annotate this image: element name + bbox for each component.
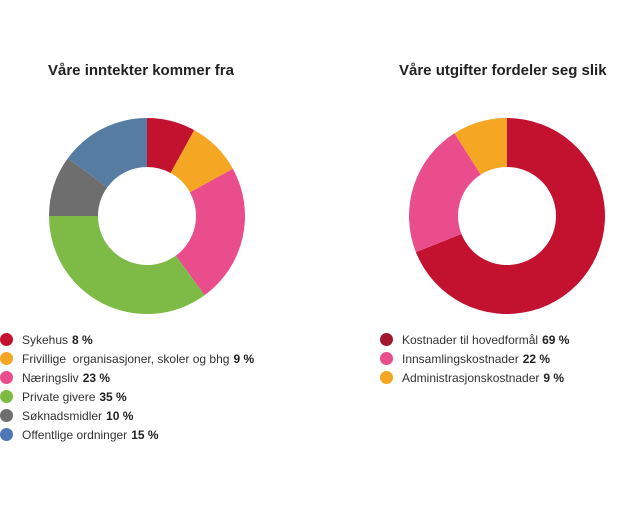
- legend-label: Sykehus: [22, 332, 69, 347]
- legend-label: Innsamlingskostnader: [402, 351, 519, 366]
- legend-swatch: [0, 371, 13, 384]
- legend-label: Søknadsmidler: [22, 408, 103, 423]
- legend-swatch: [380, 333, 393, 346]
- donut-slice-0-2: [175, 168, 245, 296]
- legend-value: 8 %: [72, 332, 93, 347]
- legend-value: 23 %: [82, 370, 111, 385]
- legend-value: 22 %: [522, 351, 551, 366]
- legend-item: Private givere 35 %: [0, 387, 254, 406]
- income-legend: Sykehus 8 % Frivillige organisasjoner, sko…: [0, 330, 254, 444]
- donut-slice-0-3: [49, 216, 205, 314]
- donut-slice-1-1: [409, 133, 481, 253]
- donut-slice-0-5: [67, 118, 147, 188]
- legend-value: 35 %: [99, 389, 127, 404]
- legend-item: Offentlige ordninger 15 %: [0, 425, 254, 444]
- legend-label: Kostnader til hovedformål: [402, 332, 539, 347]
- legend-item: Frivillige organisasjoner, skoler og bhg…: [0, 349, 254, 368]
- legend-item: Næringsliv 23 %: [0, 368, 254, 387]
- legend-swatch: [0, 390, 13, 403]
- legend-value: 10 %: [106, 408, 134, 423]
- legend-item: Søknadsmidler 10 %: [0, 406, 254, 425]
- legend-swatch: [0, 428, 13, 441]
- legend-swatch: [380, 352, 393, 365]
- legend-item: Administrasjonskostnader 9 %: [380, 368, 569, 387]
- donut-slice-1-2: [454, 118, 507, 175]
- legend-item: Innsamlingskostnader 22 %: [380, 349, 569, 368]
- legend-label: Frivillige organisasjoner, skoler og bhg: [22, 351, 230, 366]
- legend-item: Kostnader til hovedformål 69 %: [380, 330, 569, 349]
- legend-swatch: [0, 352, 13, 365]
- legend-swatch: [380, 371, 393, 384]
- legend-label: Offentlige ordninger: [22, 427, 128, 442]
- legend-label: Private givere: [22, 389, 96, 404]
- legend-swatch: [0, 333, 13, 346]
- donut-slice-0-4: [49, 158, 108, 216]
- legend-value: 69 %: [542, 332, 570, 347]
- legend-value: 9 %: [543, 370, 565, 385]
- expense-legend: Kostnader til hovedformål 69 % Innsamlings…: [380, 330, 569, 387]
- expense-donut-chart: [409, 118, 605, 314]
- income-chart-title: Våre inntekter kommer fra: [48, 62, 234, 79]
- donut-slice-0-1: [170, 130, 233, 193]
- legend-value: 15 %: [131, 427, 159, 442]
- legend-value: 9 %: [233, 351, 255, 366]
- legend-item: Sykehus 8 %: [0, 330, 254, 349]
- donut-slice-1-0: [415, 118, 605, 314]
- legend-label: Næringsliv: [22, 370, 79, 385]
- expense-chart-title: Våre utgifter fordeler seg slik: [399, 62, 607, 79]
- legend-label: Administrasjonskostnader: [402, 370, 540, 385]
- income-donut-chart: [49, 118, 245, 314]
- donut-slice-0-0: [147, 118, 195, 174]
- legend-swatch: [0, 409, 13, 422]
